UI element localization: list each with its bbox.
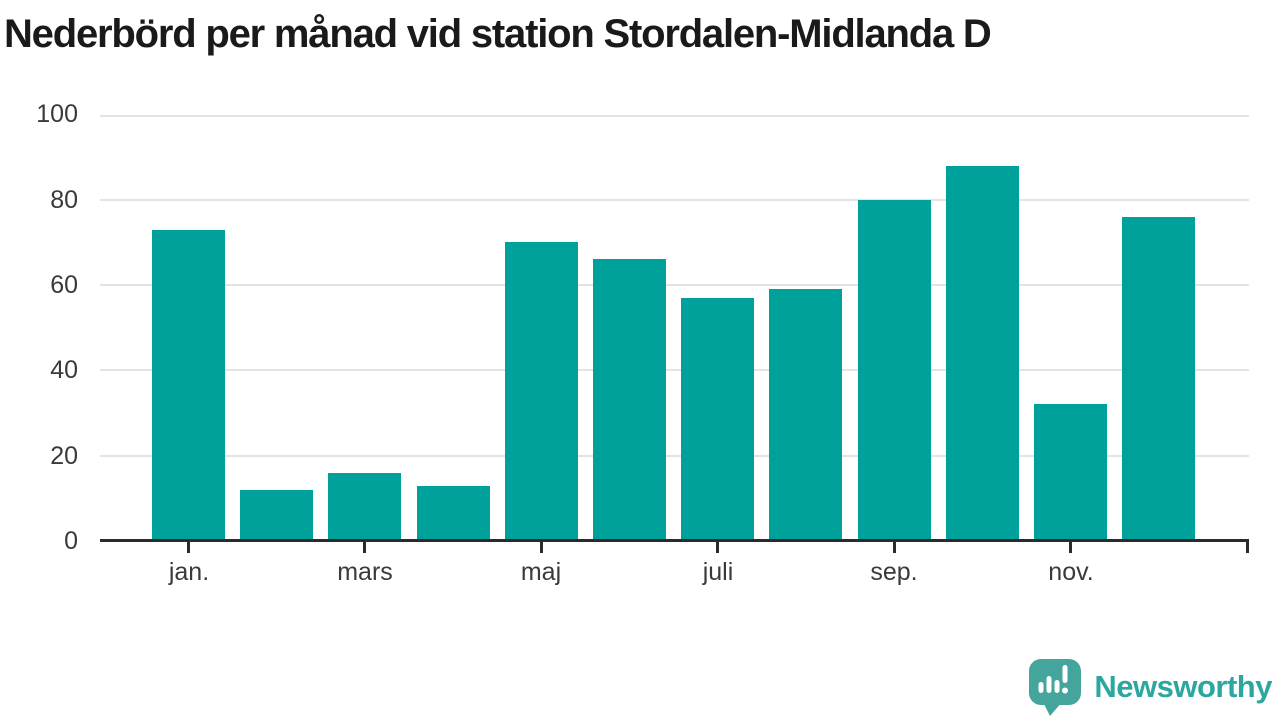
x-axis-label-sep.: sep.	[870, 558, 918, 586]
gridline-y-100	[100, 115, 1249, 117]
x-axis-endcap-tick	[1246, 539, 1249, 553]
bar-nov.	[1034, 404, 1107, 541]
bar-apr.	[417, 486, 490, 541]
x-axis-label-jan.: jan.	[168, 558, 210, 586]
x-axis-tick-jan.	[187, 539, 190, 553]
x-axis-tick-nov.	[1069, 539, 1072, 553]
bar-okt.	[946, 166, 1019, 541]
x-axis-tick-juli	[716, 539, 719, 553]
y-axis-label-80: 80	[50, 186, 78, 214]
bar-sep.	[858, 200, 931, 541]
x-axis-label-mars: mars	[337, 558, 393, 586]
bar-juli	[681, 298, 754, 541]
bar-maj	[505, 242, 578, 541]
bar-feb.	[240, 490, 313, 541]
bar-dec.	[1122, 217, 1195, 541]
bar-juni	[593, 259, 666, 541]
newsworthy-logo: Newsworthy	[1028, 658, 1272, 716]
bar-mars	[328, 473, 401, 541]
chart-title: Nederbörd per månad vid station Stordale…	[4, 12, 992, 56]
x-axis-tick-maj	[540, 539, 543, 553]
plot-area: 0 20 40 60 80 100 jan. mars maj juli sep. nov.	[36, 100, 1249, 586]
gridline-y-80	[100, 199, 1249, 201]
y-axis-label-100: 100	[36, 100, 78, 128]
x-axis-label-maj: maj	[520, 558, 562, 586]
y-axis-label-20: 20	[50, 442, 78, 470]
x-axis-tick-mars	[363, 539, 366, 553]
x-axis-baseline	[100, 539, 1249, 542]
x-axis-label-juli: juli	[702, 558, 734, 586]
x-axis-label-nov.: nov.	[1048, 558, 1094, 586]
y-axis-label-40: 40	[50, 356, 78, 384]
x-axis-tick-sep.	[893, 539, 896, 553]
gridline-y-60	[100, 284, 1249, 286]
gridline-y-40	[100, 369, 1249, 371]
y-axis-label-60: 60	[50, 271, 78, 299]
gridline-y-20	[100, 455, 1249, 457]
bar-aug.	[769, 289, 842, 541]
y-axis-label-0: 0	[64, 527, 78, 555]
newsworthy-wordmark: Newsworthy	[1094, 669, 1272, 704]
newsworthy-logo-icon	[1029, 659, 1082, 716]
bar-jan.	[152, 230, 225, 541]
